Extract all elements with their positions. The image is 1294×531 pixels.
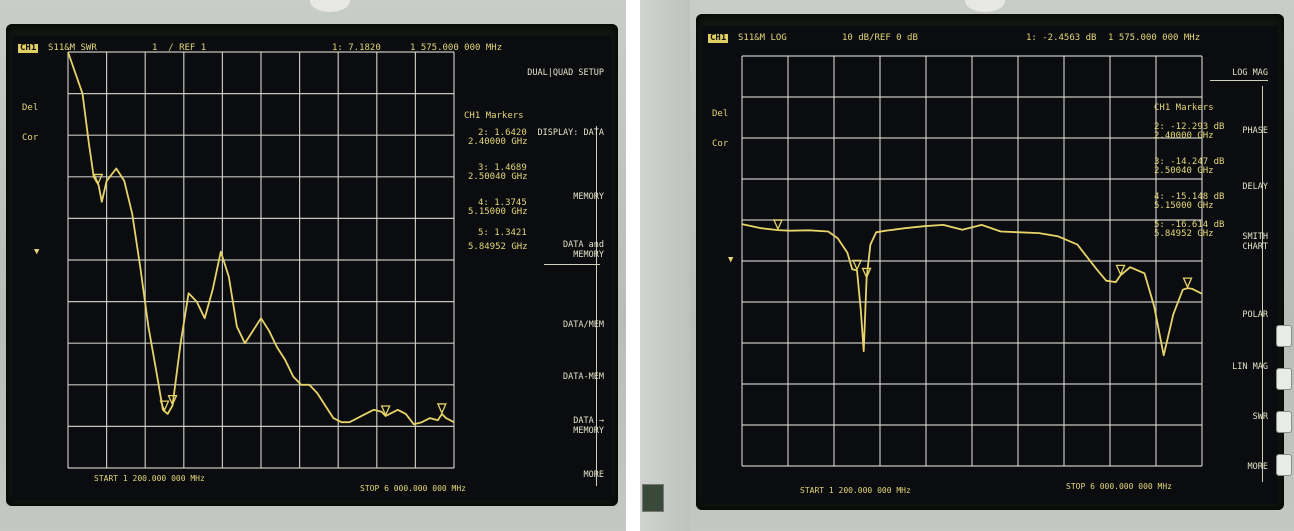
marker-2-triangle — [851, 259, 863, 272]
reference-position-arrow: ▼ — [728, 255, 734, 265]
status-cor: Cor — [712, 139, 729, 149]
softkey-data-minus-mem[interactable]: DATA-MEM — [563, 372, 604, 382]
softkey-polar[interactable]: POLAR — [1242, 310, 1268, 320]
marker-5-value: 5: 1.3421 — [478, 228, 527, 238]
scale-label: 1 / REF 1 — [152, 43, 207, 53]
left-analyzer-photo: CH1 S11&M SWR 1 / REF 1 1: 7.1820 1 575.… — [0, 0, 626, 531]
marker-5-freq: 5.84952 GHz — [1154, 229, 1214, 239]
active-marker-value: 1: -2.4563 dB — [1026, 33, 1097, 43]
marker-3-freq: 2.50040 GHz — [1154, 166, 1214, 176]
softkey-smith-chart[interactable]: SMITH CHART — [1242, 232, 1268, 252]
graticule — [741, 55, 1203, 467]
softkey-rail — [1262, 86, 1263, 482]
markers-title: CH1 Markers — [1154, 103, 1214, 113]
marker-3-triangle — [861, 267, 872, 280]
softkey-memory[interactable]: MEMORY — [573, 192, 604, 202]
logmag-plot — [741, 55, 1203, 467]
top-knob — [965, 0, 1005, 12]
hardkey-3[interactable] — [1276, 411, 1292, 433]
marker-2-value: 2: -12.293 dB — [1154, 122, 1225, 132]
top-knob — [310, 0, 350, 12]
marker-5-value: 5: -16.614 dB — [1154, 220, 1225, 230]
instrument-side-panel — [640, 0, 690, 531]
status-del: Del — [22, 103, 39, 113]
marker-1-triangle — [93, 173, 104, 186]
active-marker-value: 1: 7.1820 — [332, 43, 381, 53]
softkey-lin-mag[interactable]: LIN MAG — [1232, 362, 1268, 372]
marker-3-freq: 2.50040 GHz — [468, 172, 528, 182]
measurement-label: S11&M LOG — [738, 33, 787, 43]
scale-label: 10 dB/REF 0 dB — [842, 33, 918, 43]
softkey-data-div-mem[interactable]: DATA/MEM — [563, 320, 604, 330]
marker-3-value: 3: 1.4689 — [478, 163, 527, 173]
start-frequency: START 1 200.000 000 MHz — [800, 486, 911, 495]
measurement-label: S11&M SWR — [48, 43, 97, 53]
port-connector — [642, 484, 664, 512]
marker-2-value: 2: 1.6420 — [478, 128, 527, 138]
marker-5-triangle — [1182, 277, 1193, 289]
right-analyzer-photo: CH1 S11&M LOG 10 dB/REF 0 dB 1: -2.4563 … — [640, 0, 1294, 531]
swr-plot — [67, 51, 455, 469]
hardkey-2[interactable] — [1276, 368, 1292, 390]
marker-4-value: 4: 1.3745 — [478, 198, 527, 208]
softkey-data-and-memory[interactable]: DATA and MEMORY — [563, 240, 604, 260]
marker-2-freq: 2.40000 GHz — [468, 137, 528, 147]
channel-badge: CH1 — [708, 33, 729, 43]
marker-3-triangle — [167, 394, 178, 407]
active-marker-freq: 1 575.000 000 MHz — [410, 43, 503, 53]
softkey-log-mag[interactable]: LOG MAG — [1232, 68, 1268, 78]
marker-2-freq: 2.40000 GHz — [1154, 131, 1214, 141]
softkey-dual-quad-setup[interactable]: DUAL|QUAD SETUP — [527, 68, 604, 78]
active-marker-freq: 1 575.000 000 MHz — [1108, 33, 1201, 43]
marker-4-triangle — [380, 405, 391, 417]
trace-line — [67, 51, 455, 426]
status-cor: Cor — [22, 133, 39, 143]
softkey-phase[interactable]: PHASE — [1242, 126, 1268, 136]
marker-4-value: 4: -15.148 dB — [1154, 192, 1225, 202]
softkey-data-to-memory[interactable]: DATA → MEMORY — [573, 416, 604, 436]
softkey-delay[interactable]: DELAY — [1242, 182, 1268, 192]
stop-frequency: STOP 6 000.000 000 MHz — [360, 484, 466, 493]
softkey-selected-underline — [544, 264, 600, 265]
softkey-swr[interactable]: SWR — [1252, 412, 1268, 422]
hardkey-1[interactable] — [1276, 325, 1292, 347]
softkey-more[interactable]: MORE — [1247, 462, 1268, 472]
softkey-selected-underline — [1210, 80, 1268, 81]
marker-2-triangle — [159, 400, 170, 412]
softkey-rail — [596, 126, 597, 486]
reference-position-arrow: ▼ — [34, 247, 40, 257]
stop-frequency: STOP 6 000.000 000 MHz — [1066, 482, 1172, 491]
marker-4-triangle — [1115, 264, 1126, 276]
marker-5-freq: 5.84952 GHz — [468, 242, 528, 252]
marker-5-triangle — [436, 403, 447, 415]
status-del: Del — [712, 109, 729, 119]
right-screen: CH1 S11&M LOG 10 dB/REF 0 dB 1: -2.4563 … — [702, 26, 1278, 504]
start-frequency: START 1 200.000 000 MHz — [94, 474, 205, 483]
marker-4-freq: 5.15000 GHz — [468, 207, 528, 217]
trace-line — [741, 223, 1203, 357]
hardkey-4[interactable] — [1276, 454, 1292, 476]
left-screen: CH1 S11&M SWR 1 / REF 1 1: 7.1820 1 575.… — [12, 36, 612, 500]
marker-3-value: 3: -14.247 dB — [1154, 157, 1225, 167]
graticule — [67, 51, 455, 469]
marker-1-triangle — [772, 219, 783, 231]
softkey-display-data[interactable]: DISPLAY: DATA — [537, 128, 604, 138]
markers-title: CH1 Markers — [464, 111, 524, 121]
softkey-more[interactable]: MORE — [583, 470, 604, 480]
marker-4-freq: 5.15000 GHz — [1154, 201, 1214, 211]
channel-badge: CH1 — [18, 43, 39, 53]
